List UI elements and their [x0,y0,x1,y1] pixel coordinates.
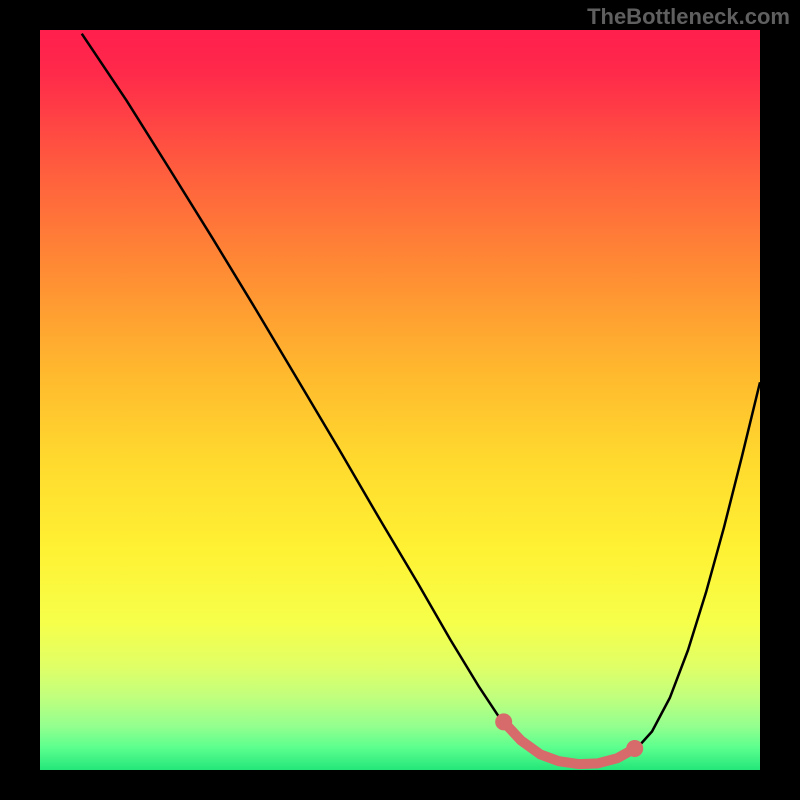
plot-area [40,30,760,770]
watermark-text: TheBottleneck.com [587,4,790,30]
gradient-background [40,30,760,770]
chart-container: TheBottleneck.com [0,0,800,800]
